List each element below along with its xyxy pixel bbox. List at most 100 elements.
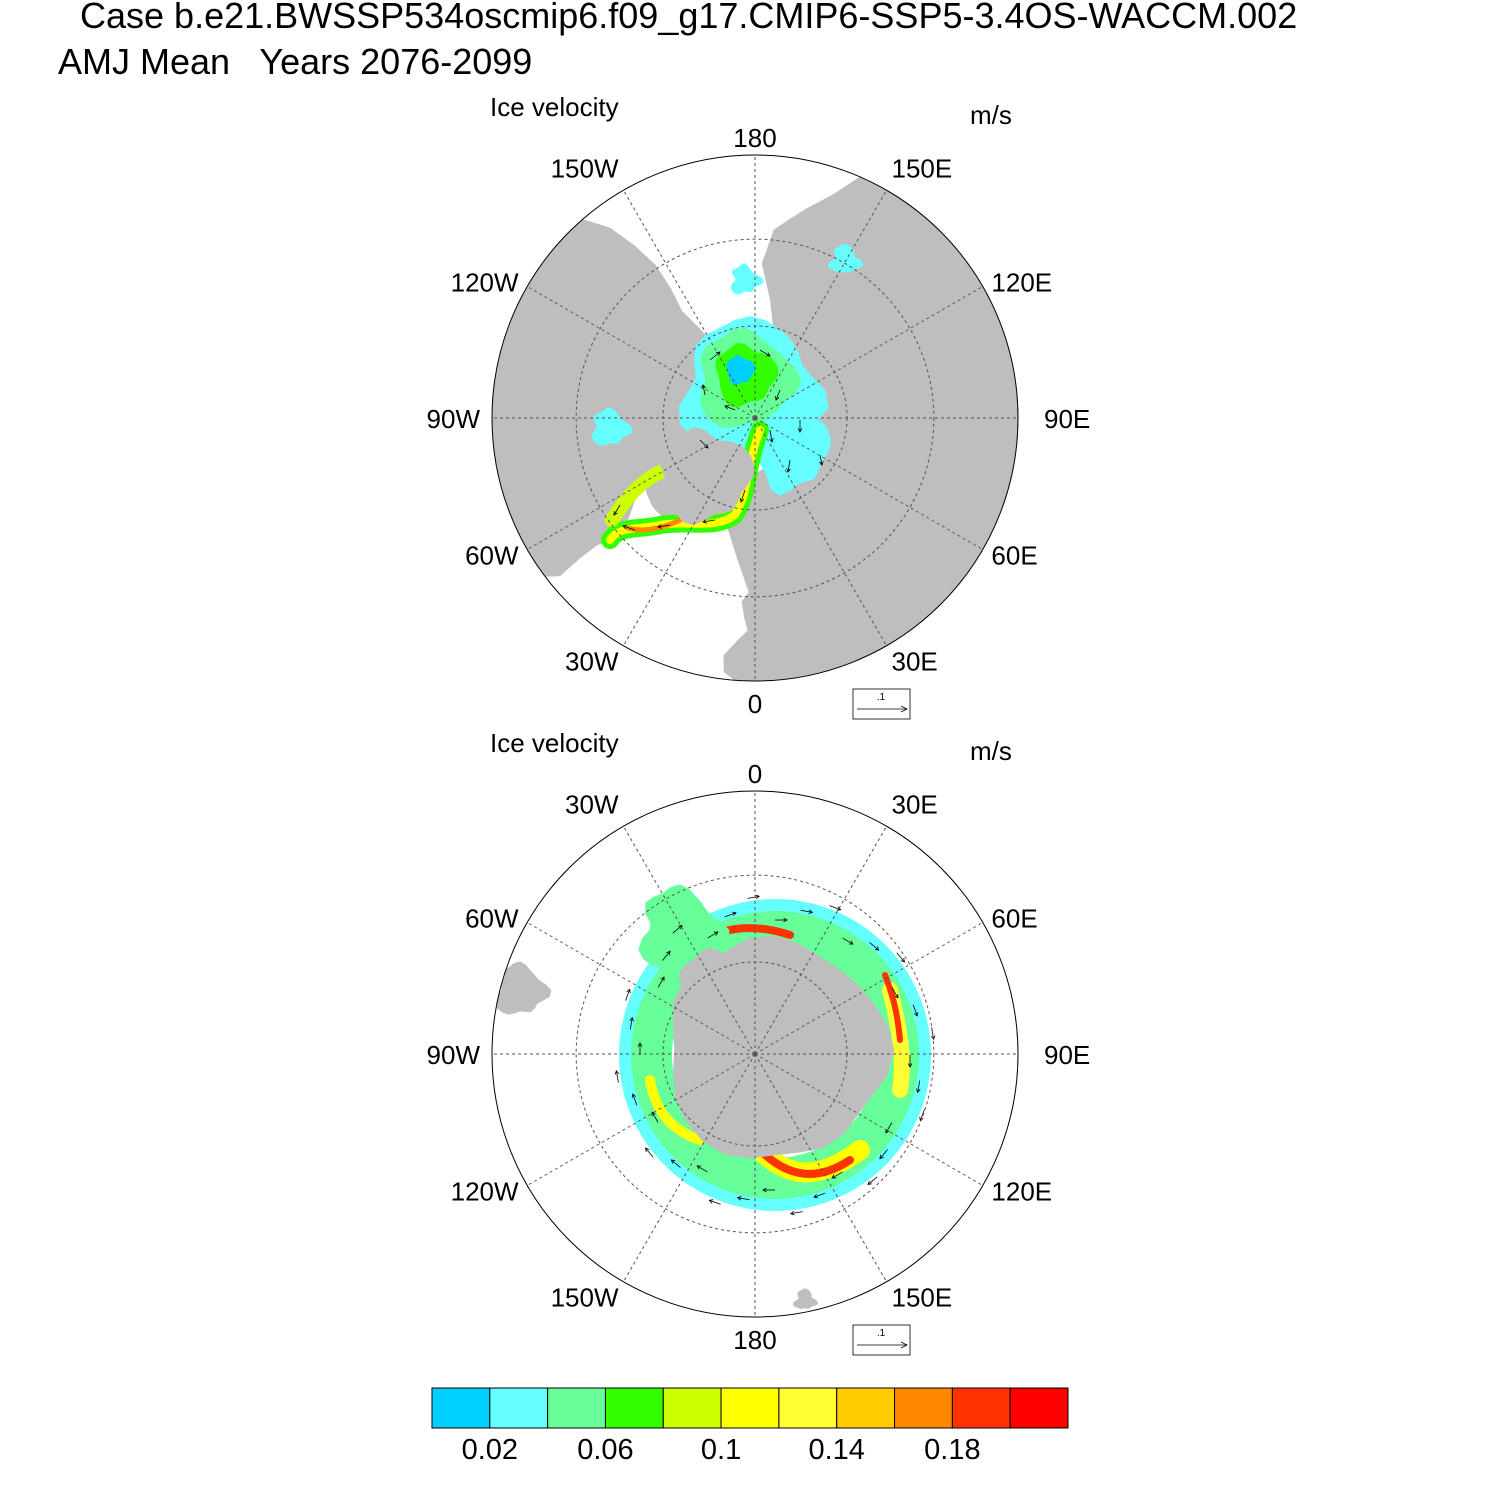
colorbar-tick-label: 0.1 <box>700 1434 742 1466</box>
vector-arrowhead <box>670 1159 676 1164</box>
vector-arrowhead <box>765 352 771 357</box>
vector-arrowhead <box>786 468 791 473</box>
ice-velocity-vector <box>775 389 781 401</box>
colorbar-box <box>836 1387 896 1429</box>
longitude-label: 150W <box>551 1282 619 1312</box>
vector-arrowhead <box>651 1111 656 1117</box>
sh-map-clip <box>494 884 936 1309</box>
colorbar-box <box>662 1387 722 1429</box>
ice-velocity-vector <box>709 351 721 361</box>
meridian-line <box>754 286 984 419</box>
vector-arrowhead <box>900 957 906 963</box>
meridian-line <box>526 922 756 1055</box>
vector-arrowhead <box>713 931 719 936</box>
vector-arrowhead <box>739 497 745 503</box>
reference-vector-box <box>852 688 911 720</box>
vector-arrowhead <box>813 1193 819 1199</box>
ice-velocity-vector <box>885 1122 893 1134</box>
vector-arrowhead <box>755 894 761 900</box>
vector-arrowhead <box>666 950 671 956</box>
ice-velocity-vector <box>657 976 665 988</box>
meridian-line <box>754 825 887 1055</box>
ice-velocity-patch <box>730 263 764 295</box>
vector-arrowhead <box>769 438 774 443</box>
ice-velocity-patch <box>726 355 756 386</box>
vector-arrowhead <box>736 1196 742 1201</box>
ice-velocity-vector <box>622 525 636 531</box>
longitude-label: 0 <box>748 759 762 789</box>
vector-arrowhead <box>789 1210 795 1216</box>
longitude-label: 60E <box>991 904 1037 934</box>
sh-units: m/s <box>970 736 1012 766</box>
ice-velocity-vector <box>696 1165 708 1173</box>
longitude-label: 180 <box>733 1325 776 1355</box>
ice-velocity-vector <box>759 349 771 357</box>
vector-arrowhead <box>848 940 854 945</box>
ice-velocity-vector <box>819 454 823 466</box>
meridian-line <box>623 1053 756 1283</box>
ice-velocity-vector <box>869 942 879 951</box>
meridian-line <box>623 825 756 1055</box>
ice-velocity-vector <box>747 895 760 899</box>
ice-velocity-vector <box>831 1171 843 1179</box>
nh-map-clip <box>492 167 1018 681</box>
vector-arrowhead <box>708 1199 714 1204</box>
meridian-line <box>623 189 756 419</box>
ice-velocity-vector <box>790 1211 803 1215</box>
land-mass <box>723 572 865 681</box>
ice-velocity-vector <box>829 905 841 911</box>
ice-velocity-vector <box>787 459 791 473</box>
vector-arrowhead <box>913 1011 919 1017</box>
map-boundary <box>491 154 1019 682</box>
ice-velocity-vector <box>702 519 716 523</box>
vector-arrowhead <box>874 946 880 951</box>
ice-velocity-vector <box>672 925 683 934</box>
ice-velocity-vector <box>702 384 706 396</box>
colorbar-box <box>894 1387 953 1429</box>
longitude-label: 60W <box>465 541 519 571</box>
ice-velocity-vector <box>615 1070 619 1083</box>
longitude-label: 150E <box>892 1282 953 1312</box>
longitude-label: 30E <box>892 646 938 676</box>
ice-velocity-vector <box>737 1197 750 1201</box>
reference-vector-arrowhead <box>900 705 908 713</box>
vector-arrowhead <box>629 1016 634 1022</box>
vector-arrowhead <box>885 1128 890 1134</box>
reference-vector-box <box>852 1324 911 1356</box>
vector-arrowhead <box>613 510 618 516</box>
colorbar-box <box>1009 1387 1069 1429</box>
ice-velocity-vector <box>740 489 746 503</box>
vector-arrowhead <box>657 524 662 529</box>
land-mass <box>679 947 765 1038</box>
meridian-line <box>526 1053 756 1186</box>
ice-velocity-vector <box>842 937 854 945</box>
vector-arrowhead <box>637 1042 643 1047</box>
sh-panel-title: Ice velocity <box>490 728 619 758</box>
vector-arrowhead <box>731 911 737 917</box>
ice-velocity-vector <box>724 405 736 411</box>
ice-velocity-vector <box>671 1159 681 1168</box>
map-boundary <box>491 790 1019 1318</box>
ice-velocity-vector <box>813 1192 826 1198</box>
colorbar-box <box>547 1387 606 1429</box>
vector-arrowhead <box>808 909 814 914</box>
colorbar-box <box>778 1387 838 1429</box>
vector-arrowhead <box>919 1116 924 1122</box>
ice-velocity-vector <box>896 952 905 963</box>
ice-velocity-vector <box>709 1199 721 1205</box>
ice-velocity-vector <box>699 439 709 449</box>
colorbar-tick-label: 0.06 <box>577 1434 634 1466</box>
ice-velocity-vector <box>769 429 773 443</box>
ice-velocity-band <box>882 972 903 1043</box>
longitude-label: 90W <box>427 1040 481 1070</box>
vector-arrowhead <box>696 1165 702 1170</box>
ice-velocity-band <box>756 1146 854 1178</box>
ice-velocity-vector <box>613 504 621 516</box>
meridian-line <box>754 922 984 1055</box>
vector-arrowhead <box>660 976 665 982</box>
longitude-label: 60W <box>465 904 519 934</box>
longitude-label: 0 <box>748 689 762 719</box>
vector-arrowhead <box>762 1187 767 1193</box>
meridian-line <box>754 417 984 550</box>
